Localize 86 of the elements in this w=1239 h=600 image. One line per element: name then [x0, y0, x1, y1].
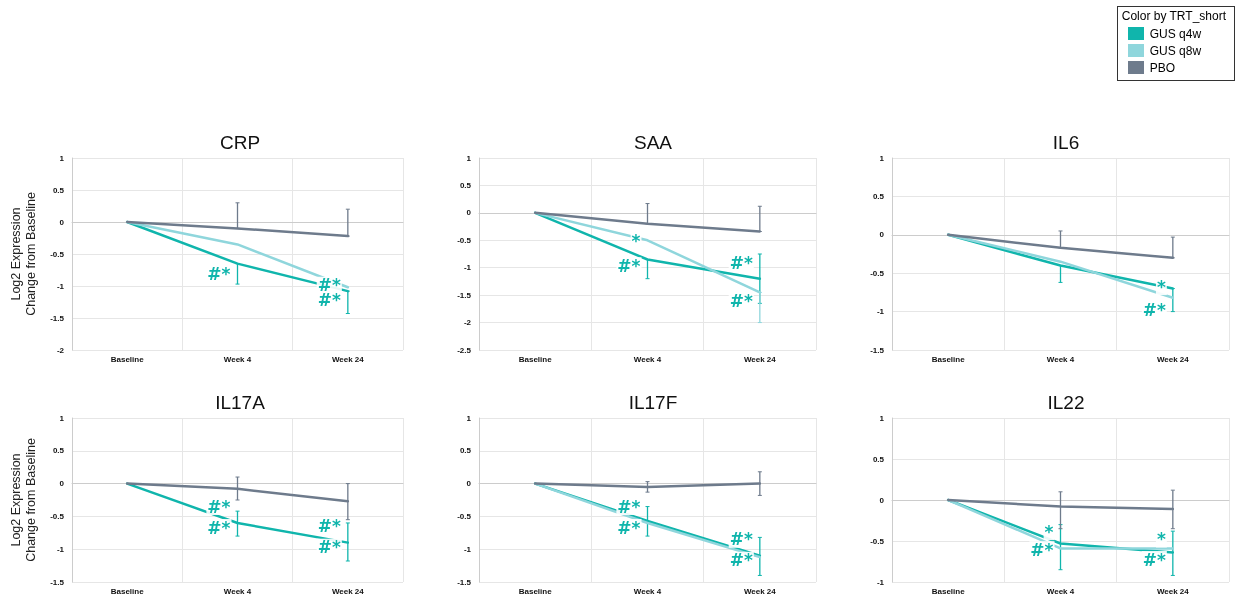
annotation: #* [317, 516, 341, 537]
y-tick-label: -2 [56, 345, 65, 355]
legend-label: GUS q4w [1149, 26, 1202, 41]
x-tick-label: Baseline [110, 586, 145, 596]
y-tick-label: 0.5 [872, 191, 885, 201]
y-axis-title: Log2 Expression Change from Baseline [8, 192, 38, 316]
y-tick-label: 0.5 [52, 185, 65, 195]
annotation: * [1044, 521, 1054, 542]
annotation: #* [729, 529, 753, 550]
y-tick-label: -0.5 [457, 235, 472, 245]
x-tick-label: Week 4 [223, 354, 252, 364]
chart-title: CRP [219, 132, 261, 153]
y-tick-label: 0.5 [459, 446, 472, 456]
annotation: #* [1142, 299, 1166, 320]
x-tick-label: Week 24 [331, 354, 365, 364]
annotation: #* [617, 496, 641, 517]
y-tick-label: -0.5 [50, 249, 65, 259]
x-tick-label: Week 4 [1046, 586, 1075, 596]
x-tick-label: Week 4 [633, 354, 662, 364]
y-tick-label: 1 [59, 413, 65, 423]
legend-label: PBO [1149, 60, 1176, 75]
chart-title: IL6 [1052, 132, 1080, 153]
y-tick-label: 0 [879, 495, 885, 505]
y-tick-label: -1 [56, 544, 65, 554]
y-tick-label: 0.5 [459, 180, 472, 190]
y-tick-label: -2.5 [457, 345, 472, 355]
annotation: * [1156, 276, 1166, 297]
annotation: #* [617, 255, 641, 276]
y-tick-label: 0.5 [52, 446, 65, 456]
annotation: #* [207, 496, 231, 517]
y-tick-label: 1 [879, 153, 885, 163]
x-tick-label: Week 4 [633, 586, 662, 596]
y-tick-label: 0 [466, 479, 472, 489]
x-tick-label: Week 24 [1156, 586, 1190, 596]
y-tick-label: -1 [876, 577, 885, 587]
y-tick-label: -0.5 [50, 511, 65, 521]
y-tick-label: -2 [463, 318, 472, 328]
y-tick-label: 0.5 [872, 454, 885, 464]
annotation: * [1156, 529, 1166, 549]
y-tick-label: -1.5 [870, 345, 885, 355]
y-tick-label: -0.5 [870, 268, 885, 278]
annotation: #* [617, 517, 641, 538]
annotation: #* [729, 291, 753, 312]
annotation: #* [1030, 539, 1054, 560]
annotation: #* [1142, 549, 1166, 570]
x-tick-label: Baseline [110, 354, 145, 364]
y-tick-label: 0 [59, 217, 65, 227]
y-tick-label: -1.5 [457, 290, 472, 300]
chart-title: IL17F [628, 392, 678, 413]
y-tick-label: 1 [466, 153, 472, 163]
y-tick-label: 0 [879, 230, 885, 240]
y-tick-label: 0 [466, 208, 472, 218]
y-tick-label: -1 [463, 263, 472, 273]
chart-title: SAA [633, 132, 673, 153]
annotation: #* [207, 264, 231, 285]
y-tick-label: -1.5 [457, 577, 472, 587]
x-tick-label: Week 4 [1046, 354, 1075, 364]
x-tick-label: Week 4 [223, 586, 252, 596]
x-tick-label: Baseline [931, 354, 966, 364]
y-tick-label: 1 [466, 413, 472, 423]
x-tick-label: Baseline [518, 354, 553, 364]
y-tick-label: 1 [879, 413, 885, 423]
y-tick-label: -1.5 [50, 313, 65, 323]
x-tick-label: Week 24 [743, 586, 777, 596]
annotation: #* [317, 537, 341, 558]
y-tick-label: -1 [876, 307, 885, 317]
annotation: #* [729, 550, 753, 571]
annotation: #* [729, 252, 753, 273]
x-tick-label: Week 24 [1156, 354, 1190, 364]
x-tick-label: Week 24 [331, 586, 365, 596]
chart-title: IL22 [1047, 392, 1085, 413]
y-axis-title: Log2 Expression Change from Baseline [8, 438, 38, 562]
y-tick-label: -1 [463, 544, 472, 554]
x-tick-label: Baseline [931, 586, 966, 596]
annotation: #* [207, 517, 231, 538]
y-tick-label: 1 [59, 153, 65, 163]
y-tick-label: -1 [56, 281, 65, 291]
x-tick-label: Week 24 [743, 354, 777, 364]
legend-title: Color by TRT_short [1121, 9, 1226, 23]
y-tick-label: -0.5 [457, 511, 472, 521]
legend-label: GUS q8w [1149, 43, 1202, 58]
y-tick-label: -0.5 [870, 536, 885, 546]
chart-title: IL17A [215, 392, 266, 413]
x-tick-label: Baseline [518, 586, 553, 596]
y-tick-label: 0 [59, 479, 65, 489]
y-tick-label: -1.5 [50, 577, 65, 587]
